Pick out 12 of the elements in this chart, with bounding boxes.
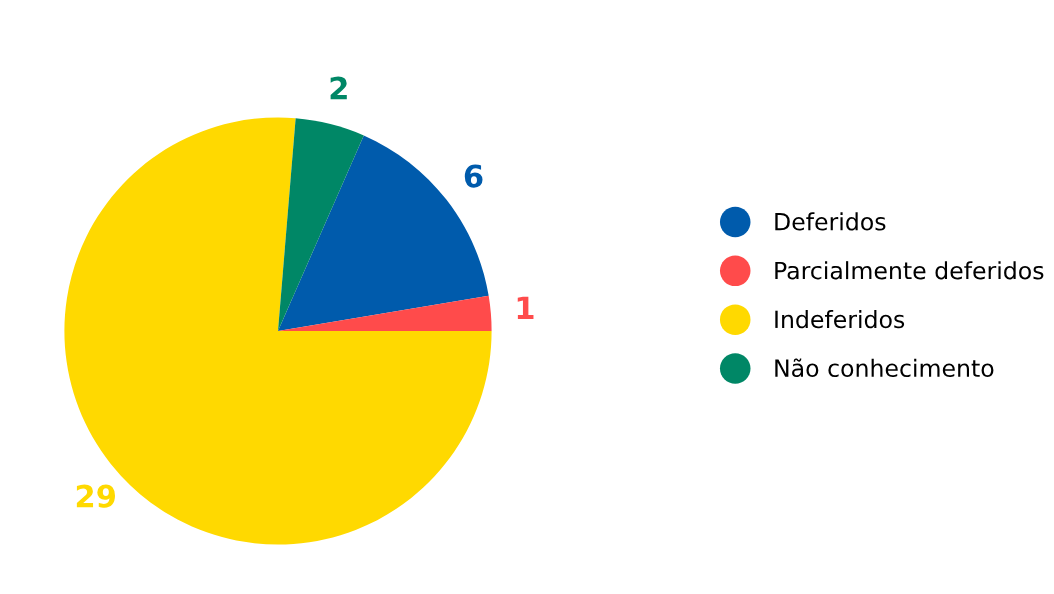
pie-slice [64, 117, 492, 545]
legend-label: Parcialmente deferidos [775, 261, 1044, 280]
data-label: 29 [76, 484, 116, 508]
legend-label: Indeferidos [775, 309, 905, 329]
pie-slice [278, 135, 489, 331]
data-label: 6 [464, 164, 483, 188]
data-label: 1 [517, 296, 534, 319]
legend-label: Não conhecimento [775, 358, 994, 378]
pie-slice [278, 295, 492, 331]
pie-slice [278, 118, 364, 331]
legend-label: Deferidos [775, 212, 886, 231]
data-label: 2 [330, 76, 347, 100]
